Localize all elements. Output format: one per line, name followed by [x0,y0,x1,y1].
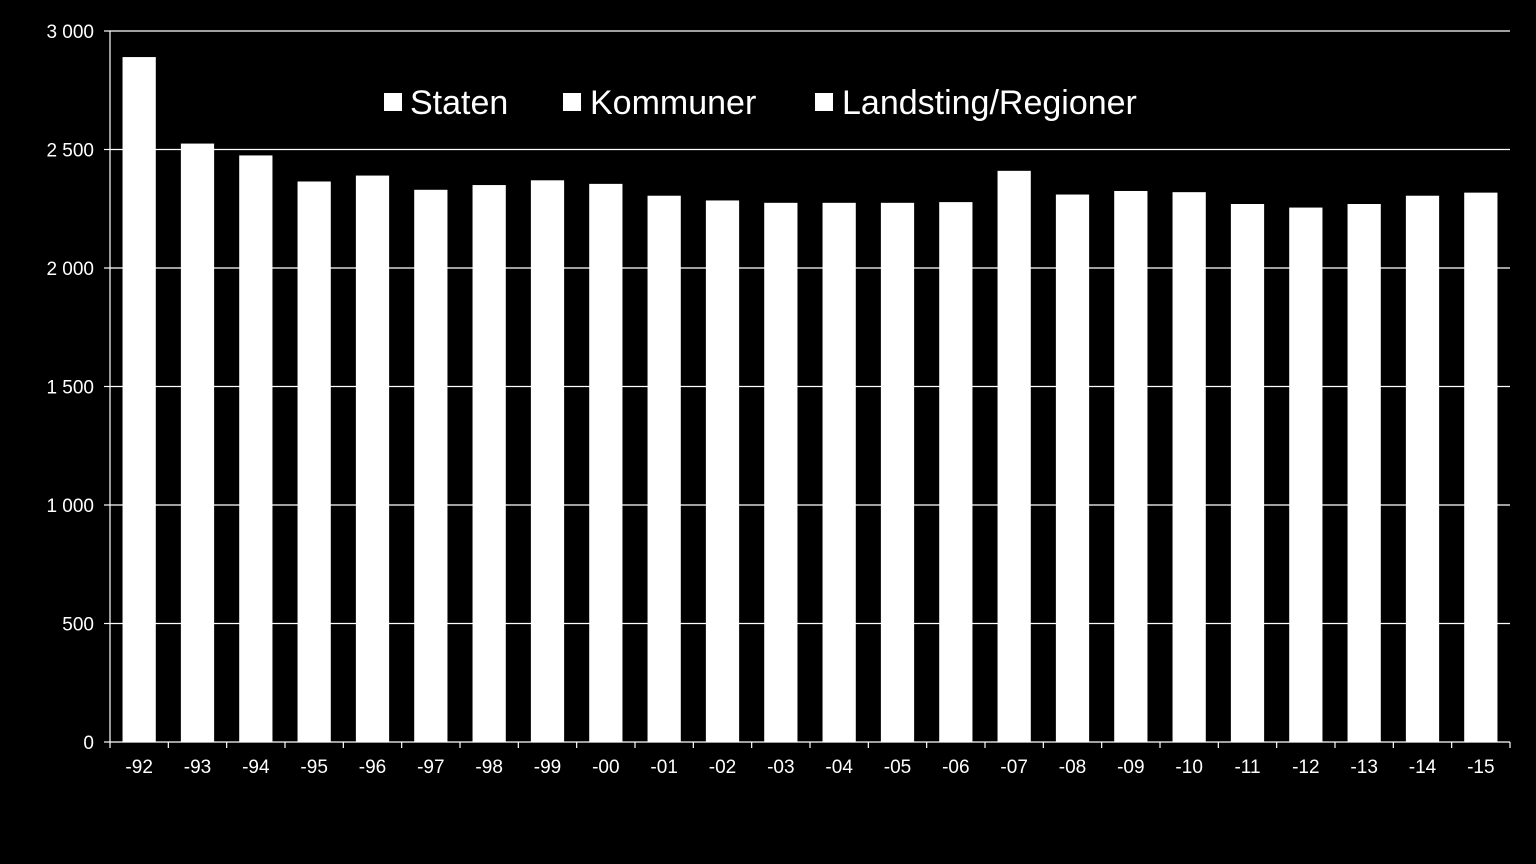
bar-y98 [472,185,506,743]
x-tick-label: -05 [884,757,911,778]
y-tick-label: 0 [83,733,94,754]
bar-y94 [239,155,273,743]
x-tick-label: -99 [534,757,561,778]
x-tick-label: -13 [1350,757,1377,778]
bar-y13 [1347,204,1381,742]
legend-label: Landsting/Regioner [842,84,1137,122]
bars [122,57,1498,743]
bar-y12 [1289,207,1323,742]
x-tick-label: -07 [1000,757,1027,778]
legend-swatch [563,93,581,111]
bar-y99 [530,180,565,742]
x-tick-label: -03 [767,757,794,778]
x-tick-label: -09 [1117,757,1144,778]
bar-y11 [1230,204,1265,742]
legend-swatch [384,93,402,111]
x-tick-label: -10 [1175,757,1202,778]
x-tick-label: -02 [709,757,736,778]
bar-y01 [647,195,681,743]
legend-swatch [815,93,833,111]
bar-y06 [939,202,973,742]
x-tick-label: -97 [417,757,444,778]
x-tick-label: -95 [300,757,327,778]
gridlines [110,30,1510,625]
x-tick-label: -12 [1292,757,1319,778]
bar-y05 [880,202,915,742]
y-tick-label: 1 000 [46,496,94,517]
x-tick-label: -98 [475,757,502,778]
bar-y15 [1464,192,1498,742]
x-tick-label: -11 [1234,757,1260,778]
x-tick-label: -15 [1467,757,1494,778]
bar-y07 [997,170,1031,742]
bar-y95 [297,181,331,742]
bar-y09 [1114,190,1148,743]
y-tick-labels: 0 500 1 000 1 500 2 000 2 500 3 000 [46,22,94,754]
y-tick-label: 500 [62,615,94,636]
bar-y92 [122,57,156,742]
bar-y14 [1405,195,1440,743]
x-tick-label: -01 [650,757,677,778]
legend-label: Staten [410,84,508,122]
x-tick-label: -93 [184,757,211,778]
y-tick-label: 2 500 [46,141,94,162]
legend: Staten Kommuner Landsting/Regioner [384,84,1137,122]
x-tick-label: -14 [1409,757,1437,778]
bar-y00 [589,183,623,743]
axes [104,30,1511,748]
x-tick-label: -08 [1059,757,1086,778]
legend-label: Kommuner [590,84,756,122]
x-tick-label: -00 [592,757,619,778]
bar-y04 [822,202,856,742]
x-tick-label: -06 [942,757,969,778]
bar-y08 [1055,194,1090,742]
x-tick-label: -92 [125,757,152,778]
x-tick-label: -04 [825,757,853,778]
bar-y03 [764,202,798,742]
y-tick-label: 2 000 [46,259,94,280]
x-tick-label: -96 [359,757,386,778]
y-tick-label: 1 500 [46,378,94,399]
y-tick-label: 3 000 [46,22,94,43]
x-tick-label: -94 [242,757,270,778]
bar-y96 [355,175,390,742]
x-tick-labels: -92 -93 -94 -95 -96 -97 -98 -99 -00 -01 -02 -03 -04 -… [125,757,1494,778]
bar-y02 [705,200,740,742]
bar-y93 [180,143,215,742]
bar-y10 [1172,192,1206,742]
bar-y97 [414,189,448,743]
